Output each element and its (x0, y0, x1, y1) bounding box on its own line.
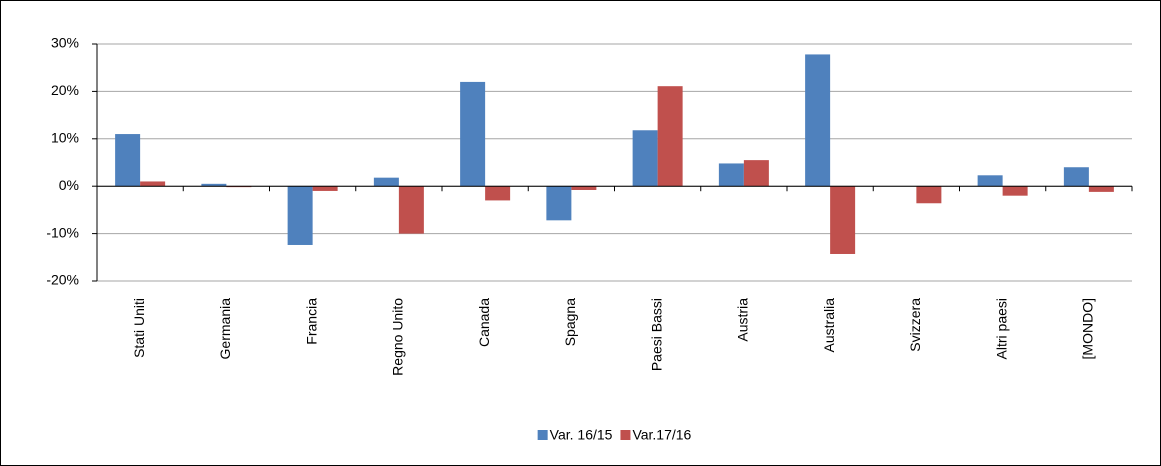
bar (977, 175, 1003, 187)
legend: Var. 16/15 Var.17/16 (537, 427, 692, 443)
bar (916, 186, 942, 204)
legend-swatch (620, 430, 631, 440)
bar (115, 134, 141, 187)
y-tick-label: 30% (51, 35, 79, 51)
bar (1063, 167, 1089, 187)
bar (140, 181, 166, 187)
bar (312, 186, 338, 191)
bar (1088, 186, 1114, 192)
x-tick-label: Altri paesi (993, 298, 1009, 359)
x-tick-label: Australia (821, 298, 837, 353)
y-tick-label: 0% (59, 177, 79, 193)
bar (830, 186, 856, 254)
bar (805, 54, 831, 187)
bar (485, 186, 511, 201)
x-tick-label: Francia (303, 298, 319, 345)
legend-label: Var. 16/15 (550, 427, 613, 443)
x-tick-label: Regno Unito (390, 298, 406, 376)
bar (718, 163, 744, 187)
bar (1002, 186, 1028, 196)
y-tick-label: 20% (51, 82, 79, 98)
y-tick-label: -20% (46, 272, 79, 288)
y-tick-label: -10% (46, 224, 79, 240)
bar (632, 130, 658, 187)
bar (287, 186, 313, 245)
x-tick-label: Spagna (562, 298, 578, 346)
x-tick-label: Stati Uniti (131, 298, 147, 358)
bar (571, 186, 597, 190)
x-tick-label: [MONDO] (1080, 298, 1096, 359)
x-tick-label: Canada (476, 298, 492, 347)
legend-swatch (537, 430, 548, 440)
bar (373, 177, 399, 187)
x-tick-label: Paesi Bassi (648, 298, 664, 371)
bar (398, 186, 424, 234)
bar (460, 81, 486, 187)
x-tick-label: Germania (217, 298, 233, 360)
bar (657, 86, 683, 187)
bar (201, 183, 227, 187)
bar (743, 160, 769, 187)
legend-label: Var.17/16 (632, 427, 691, 443)
x-tick-label: Svizzera (907, 298, 923, 352)
x-tick-label: Austria (735, 298, 751, 342)
y-tick-label: 10% (51, 130, 79, 146)
bar (546, 186, 572, 221)
